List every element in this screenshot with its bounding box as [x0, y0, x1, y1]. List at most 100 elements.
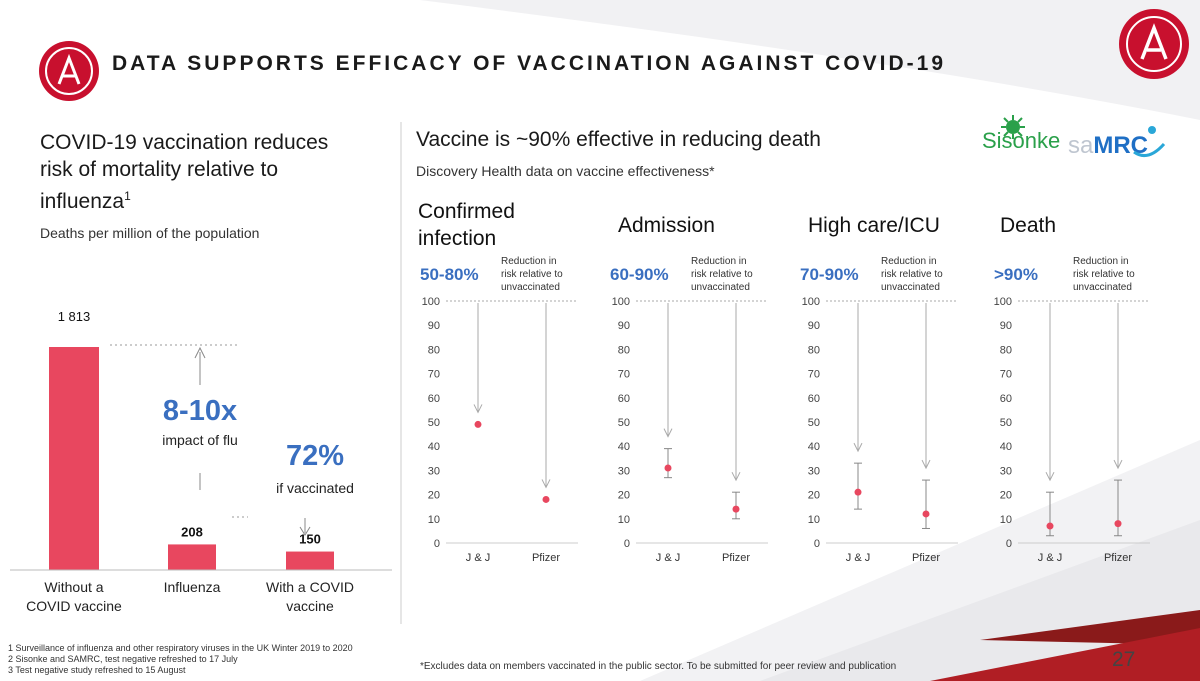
data-point-2-0 [854, 488, 862, 496]
x-tick-label-jj-3: J & J [1038, 552, 1062, 564]
bar-category-label-0: Without a [44, 579, 103, 595]
y-tick-label-2: 40 [808, 441, 820, 453]
panel-note-1: risk relative to [691, 269, 753, 280]
panel-title-2: High care/ICU [808, 214, 940, 237]
y-tick-label-3: 100 [994, 296, 1012, 308]
bar-category-label-2: With a COVID [266, 579, 354, 595]
y-tick-label-3: 30 [1000, 465, 1012, 477]
panel-note-0: Reduction in [501, 256, 557, 267]
y-tick-label-2: 80 [808, 344, 820, 356]
bar-1 [168, 544, 216, 570]
data-point-0-1 [542, 495, 550, 503]
effectiveness-panels: Confirmed infection 50-80% Reduction in risk… [418, 200, 1150, 564]
callout-flu-value: 8-10x [162, 395, 238, 427]
page-number: 27 [1112, 648, 1136, 671]
bar-category-label-2: vaccine [286, 598, 334, 614]
y-tick-label-2: 30 [808, 465, 820, 477]
y-tick-label-0: 50 [428, 417, 440, 429]
y-tick-label-3: 0 [1006, 538, 1012, 550]
reduction-arrowhead-2-1 [921, 459, 931, 470]
footnote-2: 2 Sisonke and SAMRC, test negative refre… [8, 654, 238, 664]
y-tick-label-2: 10 [808, 514, 820, 526]
y-tick-label-0: 0 [434, 538, 440, 550]
bar-0 [49, 347, 99, 570]
callout-vaccine-value: 72% [285, 440, 345, 472]
y-tick-label-0: 60 [428, 393, 440, 405]
virus-icon [1001, 115, 1025, 139]
x-tick-label-pfizer-0: Pfizer [532, 552, 560, 564]
sisonke-logo: Sisonke [982, 128, 1061, 153]
left-heading-line2: risk of mortality relative to [40, 158, 279, 181]
data-point-1-0 [664, 464, 672, 472]
heading-footnote-ref: 1 [124, 189, 131, 203]
reduction-arrowhead-1-1 [731, 471, 741, 482]
panel-note-1: Reduction in [691, 256, 747, 267]
y-tick-label-2: 100 [802, 296, 820, 308]
y-tick-label-2: 70 [808, 369, 820, 381]
panel-range-1: 60-90% [610, 265, 669, 284]
x-tick-label-pfizer-3: Pfizer [1104, 552, 1132, 564]
reduction-arrowhead-3-0 [1045, 471, 1055, 482]
y-tick-label-3: 80 [1000, 344, 1012, 356]
y-tick-label-1: 20 [618, 490, 630, 502]
data-point-0-0 [474, 420, 482, 428]
arrow-up-head [194, 346, 206, 359]
mortality-bar-chart: 1 813 Without a COVID vaccine 208 Influenza 1… [10, 309, 392, 614]
reduction-arrowhead-0-0 [473, 404, 483, 414]
bar-category-label-0: COVID vaccine [26, 598, 122, 614]
y-tick-label-3: 10 [1000, 514, 1012, 526]
reduction-arrowhead-2-0 [853, 442, 863, 453]
left-heading-line3: influenza1 [40, 189, 131, 213]
footnote-right: *Excludes data on members vaccinated in … [420, 661, 897, 672]
reduction-arrowhead-3-1 [1113, 459, 1123, 470]
y-tick-label-1: 50 [618, 417, 630, 429]
y-tick-label-0: 70 [428, 369, 440, 381]
y-tick-label-1: 70 [618, 369, 630, 381]
panel-range-2: 70-90% [800, 265, 859, 284]
right-subtitle: Discovery Health data on vaccine effecti… [416, 163, 715, 179]
panel-note-2: Reduction in [881, 256, 937, 267]
y-tick-label-1: 0 [624, 538, 630, 550]
y-tick-label-1: 80 [618, 344, 630, 356]
y-tick-label-2: 60 [808, 393, 820, 405]
y-tick-label-0: 40 [428, 441, 440, 453]
y-tick-label-0: 90 [428, 320, 440, 332]
data-point-3-1 [1114, 520, 1122, 528]
panel-title-0: Confirmed [418, 200, 515, 223]
y-tick-label-1: 60 [618, 393, 630, 405]
y-tick-label-2: 20 [808, 490, 820, 502]
panel-note-2: unvaccinated [881, 282, 940, 293]
reduction-arrowhead-0-1 [541, 479, 551, 489]
panel-title-1: Admission [618, 214, 715, 237]
y-tick-label-2: 50 [808, 417, 820, 429]
y-tick-label-0: 10 [428, 514, 440, 526]
bar-value-label-1: 208 [181, 524, 203, 539]
reduction-arrowhead-1-0 [663, 428, 673, 438]
callout-flu-text: impact of flu [162, 432, 238, 448]
panel-note-0: unvaccinated [501, 282, 560, 293]
panel-note-3: risk relative to [1073, 269, 1135, 280]
y-tick-label-1: 30 [618, 465, 630, 477]
bar-value-label-0: 1 813 [58, 309, 91, 324]
right-heading: Vaccine is ~90% effective in reducing de… [416, 128, 821, 151]
y-tick-label-1: 10 [618, 514, 630, 526]
data-point-1-1 [732, 505, 740, 513]
y-tick-label-0: 80 [428, 344, 440, 356]
panel-title-0: infection [418, 227, 496, 250]
panel-note-0: risk relative to [501, 269, 563, 280]
y-tick-label-3: 50 [1000, 417, 1012, 429]
panel-range-0: 50-80% [420, 265, 479, 284]
panel-note-3: unvaccinated [1073, 282, 1132, 293]
samrc-figure-icon [1133, 126, 1166, 158]
y-tick-label-3: 20 [1000, 490, 1012, 502]
data-point-2-1 [922, 510, 930, 518]
y-tick-label-3: 90 [1000, 320, 1012, 332]
bar-value-label-2: 150 [299, 532, 321, 547]
footnote-3: 3 Test negative study refreshed to 15 Au… [8, 665, 186, 675]
y-tick-label-3: 60 [1000, 393, 1012, 405]
panel-note-1: unvaccinated [691, 282, 750, 293]
bar-category-label-1: Influenza [164, 579, 221, 595]
left-heading-line1: COVID-19 vaccination reduces [40, 131, 329, 154]
arrow-down-head [299, 526, 311, 536]
y-tick-label-3: 70 [1000, 369, 1012, 381]
